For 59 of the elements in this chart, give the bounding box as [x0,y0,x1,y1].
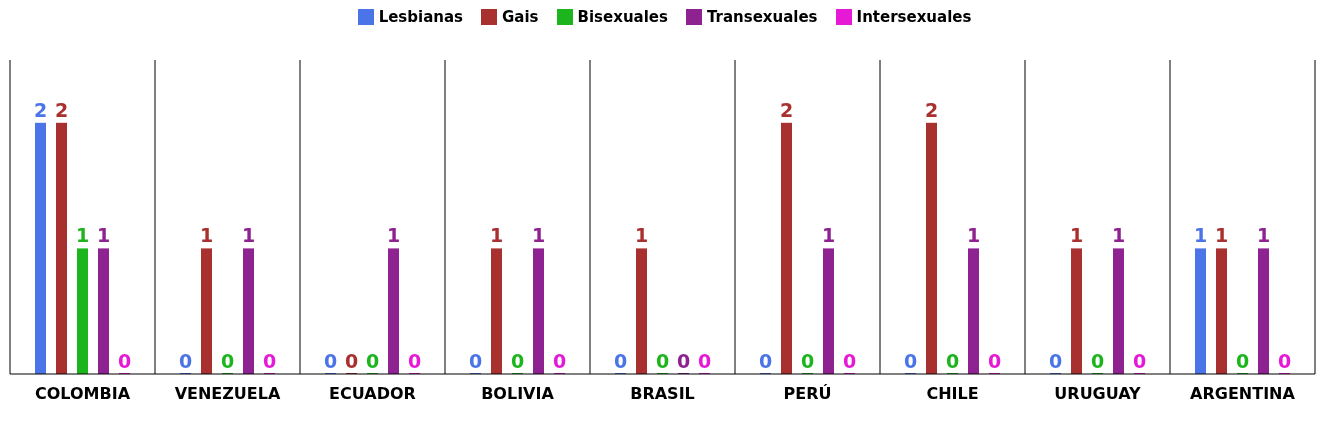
data-label: 0 [697,350,712,372]
data-label: 1 [1069,224,1084,247]
x-tick-label: PERÚ [783,384,832,404]
data-label: 0 [262,350,277,372]
legend-label: Lesbianas [378,8,464,26]
x-tick-label: URUGUAY [1054,384,1142,404]
data-label: 1 [966,224,981,247]
data-label: 1 [1214,224,1229,247]
data-label: 0 [676,350,691,372]
x-tick-label: ARGENTINA [1190,384,1296,404]
x-tick-label: BRASIL [630,384,695,404]
data-label: 1 [1111,224,1126,247]
data-label: 0 [758,350,773,372]
x-tick-label: ECUADOR [329,384,416,404]
data-label: 1 [1256,224,1271,247]
data-label: 0 [510,350,525,372]
data-label: 1 [489,224,504,247]
data-label: 1 [241,224,256,247]
data-label: 1 [386,224,401,247]
data-label: 2 [33,98,48,121]
data-label: 1 [96,224,111,247]
data-label: 0 [552,350,567,372]
legend-label: Intersexuales [856,8,972,26]
legend-label: Transexuales [706,8,818,26]
data-label: 0 [407,350,422,372]
legend-label: Gais [502,8,539,26]
data-label: 0 [613,350,628,372]
data-label: 0 [365,350,380,372]
data-label: 1 [75,224,90,247]
data-label: 0 [655,350,670,372]
data-label: 0 [117,350,132,372]
data-label: 0 [220,350,235,372]
data-label: 0 [945,350,960,372]
data-label: 0 [1235,350,1250,372]
data-label: 0 [1132,350,1147,372]
data-label: 0 [1048,350,1063,372]
data-label: 1 [821,224,836,247]
data-label: 0 [987,350,1002,372]
data-label: 2 [779,98,794,121]
x-tick-label: BOLIVIA [481,384,555,404]
data-label: 0 [323,350,338,372]
data-label: 0 [842,350,857,372]
data-label: 2 [54,98,69,121]
data-label: 0 [1090,350,1105,372]
data-label: 1 [531,224,546,247]
data-label: 0 [344,350,359,372]
data-label: 0 [903,350,918,372]
data-label: 0 [800,350,815,372]
data-label: 0 [468,350,483,372]
data-label: 1 [634,224,649,247]
data-label: 2 [924,98,939,121]
data-label: 0 [178,350,193,372]
data-label: 0 [1277,350,1292,372]
data-label: 1 [1193,224,1208,247]
x-tick-label: CHILE [926,384,979,404]
data-label: 1 [199,224,214,247]
legend-label: Bisexuales [577,8,668,26]
x-tick-label: VENEZUELA [174,384,281,404]
x-tick-label: COLOMBIA [34,384,131,404]
